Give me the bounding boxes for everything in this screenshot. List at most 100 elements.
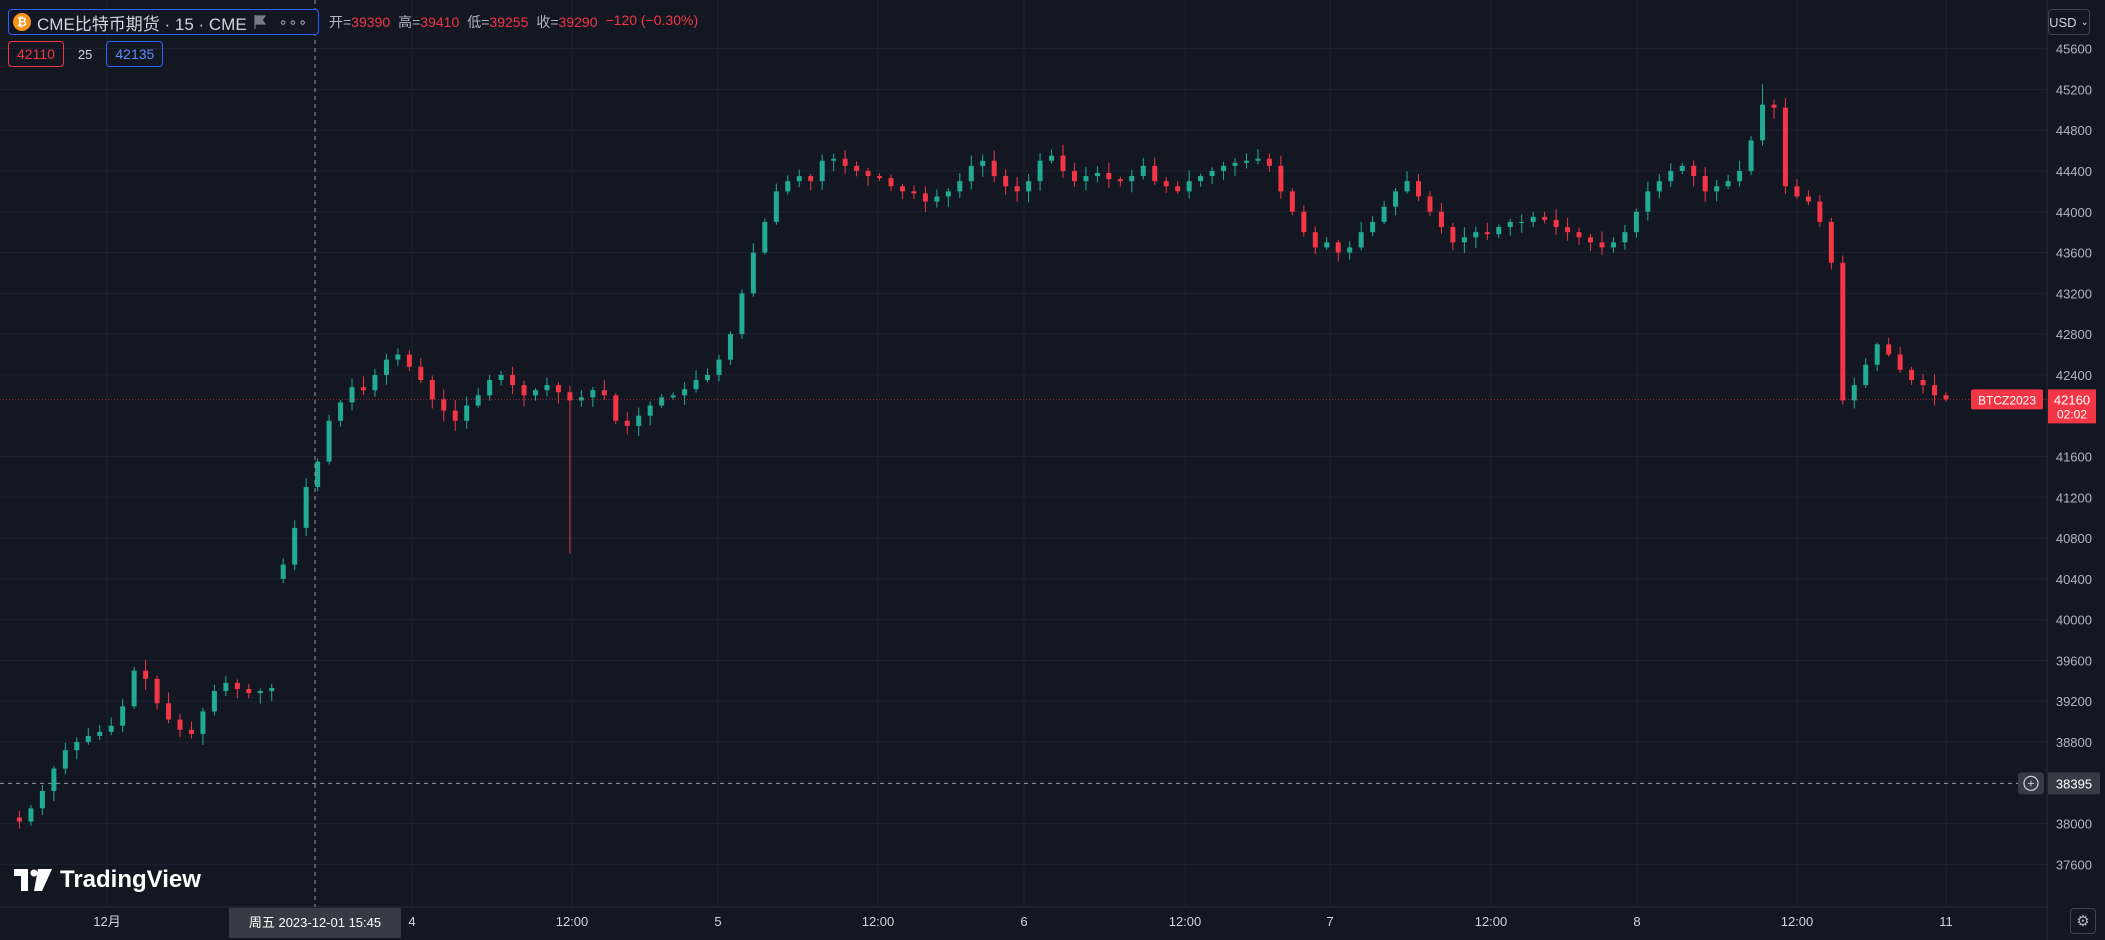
candle-body [1461,237,1467,243]
candle-body [1071,170,1077,182]
price-tick-label: 38800 [2056,735,2092,750]
candle-body [372,374,378,391]
candle-body [1209,170,1215,177]
price-axis[interactable]: 45600 45200 44800 44400 44000 43600 43200 42800… [2056,42,2092,873]
flag-icon[interactable] [253,14,267,30]
candle-body [991,160,997,177]
currency-label: USD [2049,14,2077,30]
time-tick-label: 12月 [93,914,120,929]
price-tick-label: 44400 [2056,164,2092,179]
candle-body [533,390,539,396]
candle-body [1243,160,1249,163]
candle-body [74,742,80,751]
crosshair-time-tag [229,908,401,938]
candle-body [1026,181,1032,192]
low-value: 39255 [489,14,529,30]
tradingview-logo[interactable]: TradingView [14,866,201,894]
candle-body [1175,186,1181,192]
time-tick-label: 12:00 [556,914,589,929]
candle-body [945,191,951,197]
candle-body [1003,176,1009,187]
time-tick-label: 6 [1020,914,1027,929]
candle-body [292,527,298,565]
branding-text: TradingView [60,866,201,893]
time-tick-label: 12:00 [1169,914,1202,929]
candle-body [773,191,779,222]
plus-icon: + [2027,776,2034,790]
candle-body [131,670,137,707]
candle-body [475,395,481,406]
candle-body [1496,227,1502,235]
candle-body [636,415,642,426]
candle-body [1805,196,1811,202]
candle-body [1782,107,1788,187]
candle-body [1404,181,1410,192]
time-tick-label: 12:00 [1781,914,1814,929]
grid-lines [0,0,2047,907]
candle-body [166,703,172,720]
spread-value: 25 [77,46,93,62]
candle-body [1014,186,1020,192]
time-tick-label: 8 [1633,914,1640,929]
tradingview-logo-icon [14,869,52,891]
crosshair-price-tag [2048,772,2100,795]
symbol-button[interactable]: ₿ CME比特币期货 · 15 · CME ∘∘∘ [8,9,319,35]
time-tick-label: 11 [1939,914,1953,929]
candle-body [1335,242,1341,253]
candle-body [1840,262,1846,401]
candle-body [1473,232,1479,238]
candle-body [429,380,435,400]
candle-body [1886,344,1892,355]
price-tick-label: 44800 [2056,123,2092,138]
settings-icon[interactable]: ⚙ [2070,908,2096,934]
candle-body [521,385,527,396]
candle-body [97,731,103,736]
candle-body [968,165,974,182]
candle-body [762,221,768,253]
candle-body [1622,232,1628,243]
candle-body [1610,242,1616,248]
plus-circle-icon [2023,775,2039,791]
candle-body [1668,170,1674,182]
open-label: 开= [328,14,352,30]
candle-body [727,334,733,360]
candle-body [659,397,665,406]
currency-selector[interactable]: USD ⌄ [2048,9,2090,35]
candle-body [85,735,91,743]
bid-button[interactable]: 42110 [8,41,64,67]
candle-body [1828,221,1834,263]
symbol-title[interactable]: CME比特币期货 · 15 · CME [37,14,247,34]
candle-body [1393,191,1399,207]
candle-body [1691,165,1697,177]
candle-body [280,564,286,579]
candle-body [246,689,252,694]
candle-body [1049,155,1055,161]
candle-body [16,817,22,822]
candle-body [590,390,596,398]
candle-body [922,193,928,202]
candle-body [1427,196,1433,212]
candle-body [1714,186,1720,192]
candle-body [1863,364,1869,386]
candle-body [487,380,493,396]
ask-button[interactable]: 42135 [106,41,164,67]
time-axis[interactable]: 12月 4 12:00 5 12:00 6 12:00 7 12:00 8 12:00 11 [93,914,1952,929]
candle-body [578,397,584,401]
candle-body [1920,380,1926,386]
candle-body [303,487,309,528]
crosshair-time-label: 周五 2023-12-01 15:45 [249,915,381,930]
candle-body [544,385,550,391]
high-value: 39410 [420,14,460,30]
candle-body [1415,181,1421,197]
candle-body [555,385,561,393]
candle-body [406,354,412,367]
candle-body [1450,227,1456,243]
candle-body [1874,344,1880,365]
candle-body [1083,176,1089,182]
candle-body [796,176,802,182]
more-options-icon[interactable]: ∘∘∘ [278,13,308,30]
candle-body [360,387,366,391]
candle-body [62,750,68,769]
candle-body [854,165,860,171]
